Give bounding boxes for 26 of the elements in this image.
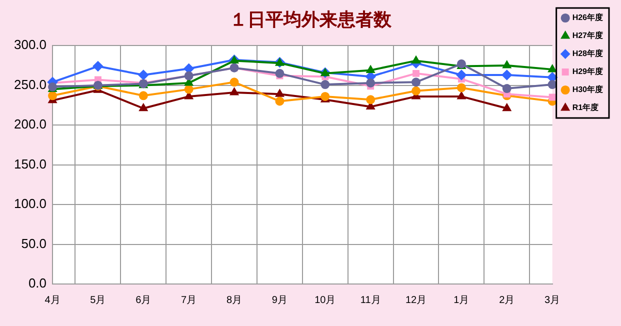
x-tick-label: 1月 [454, 294, 470, 306]
x-tick-label: 12月 [405, 294, 427, 306]
y-tick-label: 200.0 [14, 116, 47, 132]
y-tick-label: 0.0 [28, 276, 47, 291]
legend-label: H29年度 [572, 66, 604, 76]
x-tick-label: 5月 [90, 294, 106, 306]
legend-label: H26年度 [572, 12, 604, 22]
x-tick-label: 8月 [226, 294, 242, 306]
x-tick-label: 9月 [272, 294, 288, 306]
y-tick-label: 300.0 [14, 37, 47, 52]
y-tick-label: 250.0 [14, 76, 47, 92]
x-tick-label: 7月 [181, 294, 197, 306]
x-tick-label: 3月 [544, 294, 560, 306]
y-tick-label: 50.0 [21, 236, 47, 251]
chart-title: １日平均外来患者数 [230, 9, 392, 30]
x-tick-label: 2月 [499, 294, 515, 306]
y-tick-label: 150.0 [14, 156, 47, 172]
x-tick-label: 4月 [44, 294, 60, 306]
y-tick-label: 100.0 [14, 196, 47, 212]
legend-label: H28年度 [572, 48, 604, 58]
legend-label: H30年度 [572, 84, 604, 94]
x-tick-label: 11月 [360, 294, 381, 306]
legend-label: H27年度 [572, 30, 604, 40]
x-tick-label: 10月 [314, 294, 336, 306]
legend-label: R1年度 [572, 102, 599, 112]
x-tick-label: 6月 [136, 294, 152, 306]
